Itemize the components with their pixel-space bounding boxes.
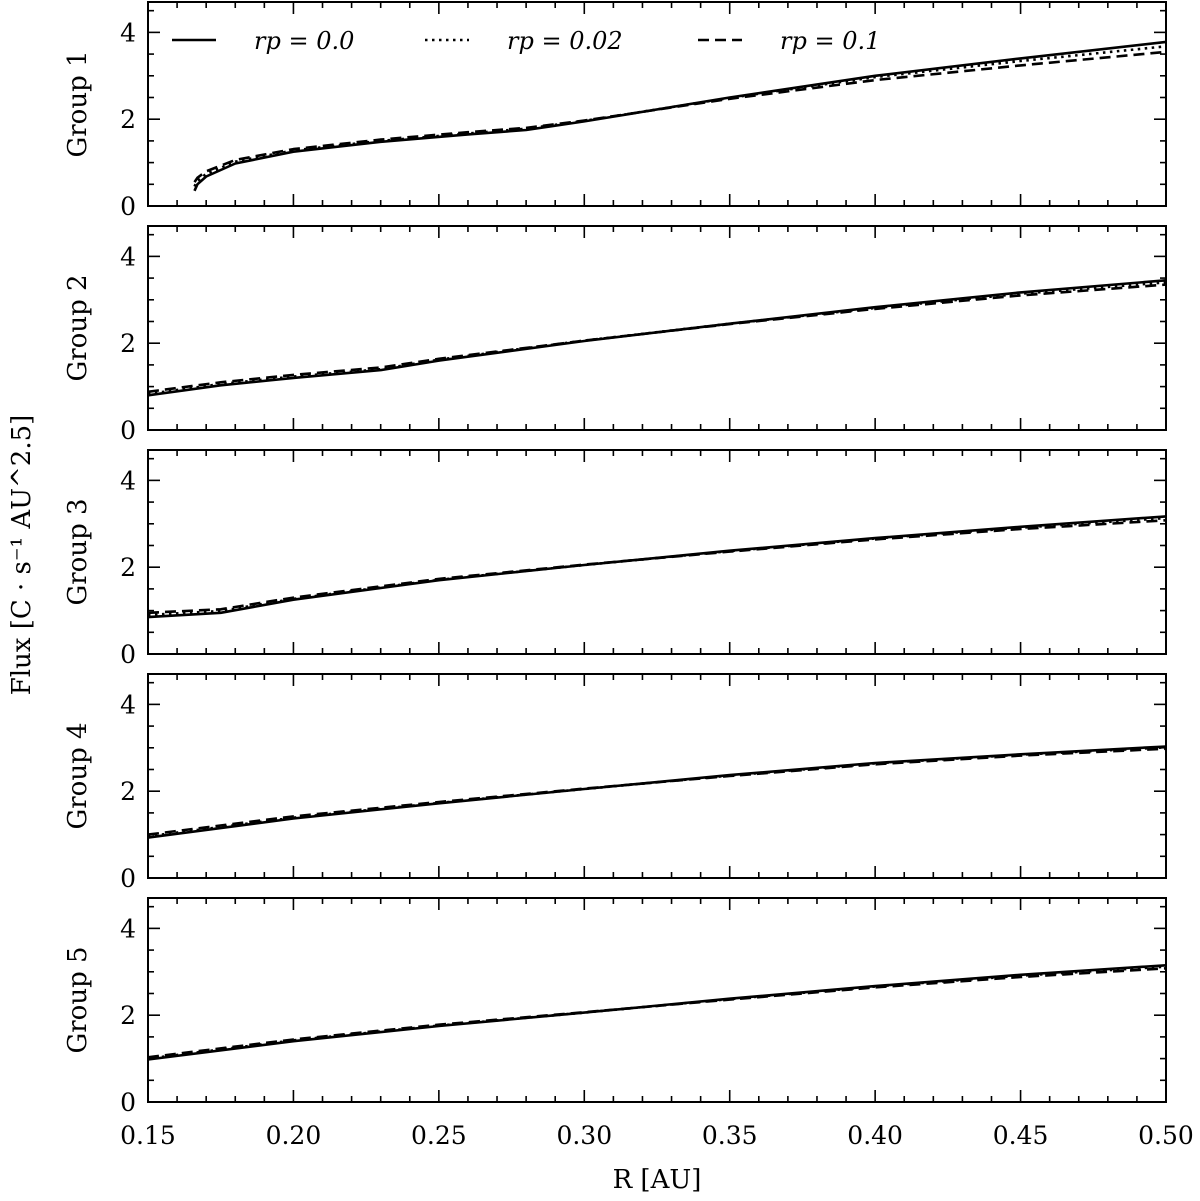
panel-label: Group 2 <box>63 274 93 381</box>
panel-label: Group 4 <box>63 722 93 829</box>
x-tick-label: 0.35 <box>702 1121 758 1150</box>
panel-frame <box>147 449 1167 655</box>
x-tick-label: 0.25 <box>411 1121 467 1150</box>
y-axis-title: Flux [C · s⁻¹ AU^2.5] <box>7 415 37 696</box>
panel-group-4: 0 2 4 Group 4 <box>63 673 1167 893</box>
legend-label: rp = 0.0 <box>254 27 354 55</box>
x-tick-label: 0.50 <box>1138 1121 1194 1150</box>
y-tick-label: 4 <box>120 18 136 47</box>
x-tick-label: 0.15 <box>120 1121 176 1150</box>
legend-label: rp = 0.1 <box>780 27 880 55</box>
y-tick-label: 0 <box>120 864 136 893</box>
y-tick-label: 0 <box>120 416 136 445</box>
x-tick-label: 0.40 <box>847 1121 903 1150</box>
panel-frame <box>147 673 1167 879</box>
y-tick-label: 4 <box>120 466 136 495</box>
x-tick-label: 0.45 <box>993 1121 1049 1150</box>
y-tick-label: 4 <box>120 690 136 719</box>
series-line-dashed <box>147 967 1167 1059</box>
panel-group-3: 0 2 4 Group 3 <box>63 449 1167 669</box>
y-tick-label: 2 <box>120 553 136 582</box>
x-tick-label: 0.20 <box>266 1121 322 1150</box>
series-line-dotted <box>193 45 1167 188</box>
series-line-dotted <box>147 516 1167 617</box>
y-tick-label: 4 <box>120 242 136 271</box>
series-line-dashed <box>147 747 1167 836</box>
series-line-solid <box>147 964 1167 1061</box>
series-line-solid <box>147 279 1167 397</box>
y-tick-label: 2 <box>120 105 136 134</box>
panel-group-2: 0 2 4 Group 2 <box>63 225 1167 445</box>
panel-group-1: 0 2 4 Group 1 <box>63 1 1167 221</box>
series-line-solid <box>147 745 1167 839</box>
panel-frame <box>147 225 1167 431</box>
series-line-solid <box>147 515 1167 619</box>
x-axis-title: R [AU] <box>613 1165 702 1195</box>
y-tick-label: 2 <box>120 777 136 806</box>
panel-frame <box>147 1 1167 207</box>
series-line-dotted <box>147 746 1167 838</box>
series-line-dotted <box>147 965 1167 1060</box>
y-tick-label: 4 <box>120 914 136 943</box>
panel-label: Group 1 <box>63 50 93 157</box>
x-tick-label: 0.30 <box>556 1121 612 1150</box>
y-tick-label: 0 <box>120 192 136 221</box>
y-tick-label: 2 <box>120 329 136 358</box>
panel-label: Group 5 <box>63 946 93 1053</box>
series-line-dashed <box>147 283 1167 394</box>
legend-label: rp = 0.02 <box>507 27 623 55</box>
legend: rp = 0.0 rp = 0.02 rp = 0.1 <box>172 27 880 55</box>
panel-group-5: 0 2 4 Group 5 <box>63 897 1167 1117</box>
panel-frame <box>147 897 1167 1103</box>
series-line-dashed <box>193 50 1167 183</box>
panel-label: Group 3 <box>63 498 93 605</box>
y-tick-label: 2 <box>120 1001 136 1030</box>
y-tick-label: 0 <box>120 1088 136 1117</box>
y-tick-label: 0 <box>120 640 136 669</box>
